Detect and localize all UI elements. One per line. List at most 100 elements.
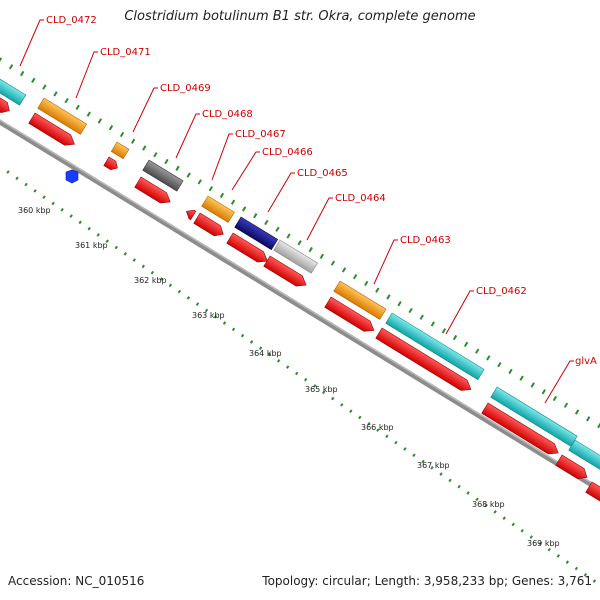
tick-mark [403, 447, 407, 451]
tick-mark [253, 213, 258, 219]
tick-mark [141, 264, 146, 269]
tick-mark [276, 359, 281, 363]
tick-mark [497, 361, 502, 368]
tick-mark [430, 466, 434, 470]
cog-feature-track [0, 72, 600, 472]
feature-label-cld-0464[interactable]: CLD_0464 [335, 193, 386, 204]
ruler-labels: 360 kbp 361 kbp 362 kbp 363 kbp 364 kbp … [18, 206, 560, 548]
feature-bar-cld-0463[interactable] [333, 280, 387, 320]
tick-mark [376, 428, 380, 432]
cds-arrow[interactable] [555, 454, 590, 482]
tick-mark [358, 415, 362, 420]
feature-bar-cld-0462[interactable] [385, 312, 485, 381]
tick-mark [457, 484, 461, 489]
feature-label-cld-0467[interactable]: CLD_0467 [235, 129, 286, 140]
feature-bar-cld-0471[interactable] [37, 97, 88, 135]
feature-bar-cld-0468[interactable] [142, 159, 184, 192]
feature-label-cld-0469[interactable]: CLD_0469 [160, 83, 211, 94]
feature-bar-cld-0465[interactable] [273, 239, 318, 274]
feature-label-cld-0462[interactable]: CLD_0462 [476, 286, 527, 297]
reverse-feature-marker[interactable] [65, 169, 79, 184]
tick-mark [556, 554, 560, 558]
ruler-label: 361 kbp [75, 241, 108, 250]
cds-arrow[interactable] [103, 156, 120, 172]
cds-arrow[interactable] [28, 112, 78, 149]
tick-mark [385, 434, 389, 439]
backbone-line [0, 119, 600, 493]
accession-info: Accession: NC_010516 [8, 574, 144, 588]
cds-arrow[interactable] [184, 207, 197, 221]
ruler-label: 366 kbp [361, 423, 394, 432]
feature-label-cld-0468[interactable]: CLD_0468 [202, 109, 253, 120]
tick-mark [538, 541, 542, 546]
length-value: 3,958,233 bp [423, 574, 504, 588]
tick-mark [267, 352, 272, 357]
cds-arrow[interactable] [481, 402, 562, 458]
tick-mark [408, 307, 413, 314]
tick-mark [177, 289, 182, 294]
tick-mark [541, 389, 546, 395]
tick-mark [87, 226, 91, 231]
tick-mark [42, 84, 47, 90]
tick-mark [8, 64, 14, 70]
tick-mark [475, 497, 479, 502]
cds-arrow[interactable] [134, 176, 174, 207]
tick-mark [486, 355, 491, 361]
feature-bar-next[interactable] [568, 439, 600, 472]
tick-mark [150, 270, 155, 275]
cds-arrow[interactable] [324, 296, 377, 335]
feature-label-cld-0471[interactable]: CLD_0471 [100, 47, 151, 58]
tick-mark [412, 453, 416, 458]
cds-arrow[interactable] [375, 327, 474, 395]
tick-mark [452, 334, 458, 341]
tick-mark [547, 547, 551, 552]
tick-mark [466, 491, 470, 495]
tick-mark [208, 185, 214, 192]
feature-label-cld-0472[interactable]: CLD_0472 [46, 15, 97, 26]
feature-bar-cld-0469[interactable] [110, 141, 130, 160]
tick-mark [123, 252, 127, 256]
tick-mark [33, 189, 37, 193]
tick-mark [297, 240, 302, 246]
ruler-label: 363 kbp [192, 311, 225, 320]
tick-mark [78, 220, 82, 225]
feature-bar-cld-0467[interactable] [201, 195, 235, 223]
cds-arrow[interactable] [226, 232, 271, 266]
tick-mark [493, 510, 497, 514]
cds-arrow[interactable] [263, 255, 309, 290]
tick-mark [530, 382, 535, 388]
tick-mark [341, 267, 347, 273]
tick-mark [97, 118, 103, 124]
label-leaders [19, 19, 574, 404]
tick-mark [75, 104, 80, 111]
tick-mark [502, 516, 506, 520]
cds-arrow[interactable] [585, 481, 600, 506]
tick-mark [349, 409, 353, 413]
tick-mark [330, 260, 336, 266]
tick-mark [439, 472, 443, 476]
tick-mark [240, 333, 245, 338]
feature-label-cld-0463[interactable]: CLD_0463 [400, 235, 451, 246]
tick-mark [565, 560, 570, 565]
tick-mark [583, 572, 588, 577]
tick-mark [340, 403, 344, 407]
tick-mark [574, 409, 580, 415]
tick-mark [108, 125, 114, 131]
cds-arrow[interactable] [0, 92, 12, 116]
feature-label-glva[interactable]: glvA [575, 356, 597, 367]
tick-mark [367, 421, 371, 426]
tick-mark [24, 182, 28, 187]
feature-bar-cld-0466[interactable] [234, 216, 279, 251]
tick-mark [231, 327, 236, 332]
cds-arrow[interactable] [193, 212, 227, 239]
feature-bar-cld-0472[interactable] [0, 72, 27, 106]
tick-mark [53, 91, 58, 97]
feature-label-cld-0466[interactable]: CLD_0466 [262, 147, 313, 158]
tick-mark [484, 503, 488, 508]
feature-label-cld-0465[interactable]: CLD_0465 [297, 168, 348, 179]
tick-mark [448, 478, 452, 483]
tick-mark [132, 258, 136, 262]
tick-mark [213, 314, 218, 319]
accession-value: NC_010516 [75, 574, 145, 588]
